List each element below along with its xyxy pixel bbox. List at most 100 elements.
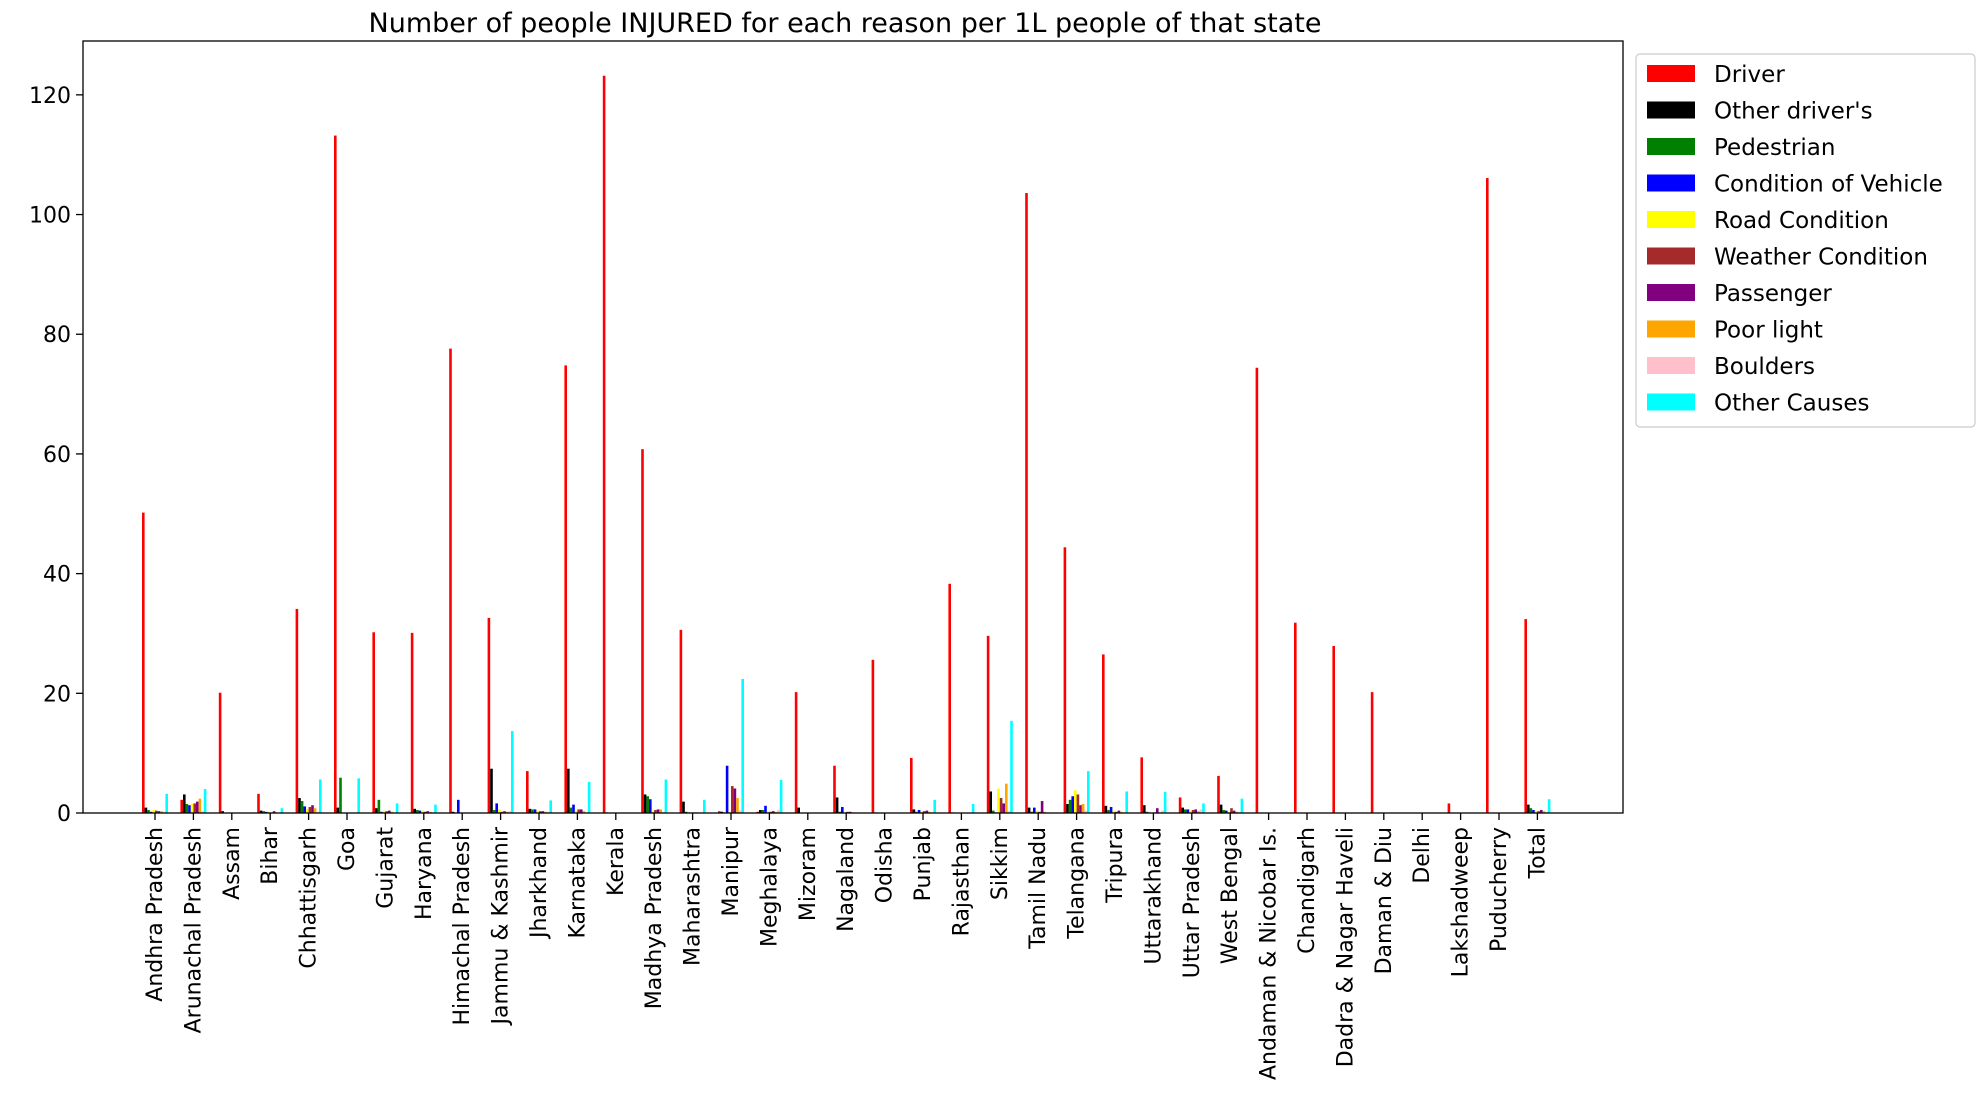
- bar: [487, 617, 491, 813]
- x-tick-label: Odisha: [873, 827, 898, 903]
- category-group: [526, 771, 552, 813]
- bar: [372, 632, 375, 813]
- y-tick-label: 40: [43, 563, 71, 588]
- legend-item: Poor light: [1647, 318, 1823, 344]
- category-group: [449, 348, 460, 813]
- bar: [779, 780, 783, 813]
- bar: [841, 807, 844, 813]
- x-tick-label: Bihar: [258, 826, 283, 885]
- category-group: [372, 632, 399, 813]
- bar: [319, 779, 322, 813]
- bar: [1143, 805, 1146, 813]
- x-tick-label: Chandigarh: [1295, 827, 1320, 954]
- y-tick-label: 20: [43, 682, 71, 707]
- bar: [1140, 757, 1143, 813]
- bar: [533, 809, 537, 813]
- bar: [733, 788, 737, 813]
- bar: [142, 512, 145, 813]
- legend-item: Driver: [1647, 62, 1785, 88]
- category-group: [487, 617, 514, 813]
- y-tick-label: 60: [43, 443, 71, 468]
- legend-item: Weather Condition: [1647, 245, 1928, 271]
- x-tick-label: West Bengal: [1218, 827, 1243, 964]
- category-group: [910, 757, 936, 813]
- bar: [992, 810, 995, 813]
- category-group: [257, 793, 284, 813]
- bar: [933, 799, 936, 813]
- category-group: [679, 629, 706, 813]
- bar: [564, 365, 567, 813]
- bar: [413, 808, 416, 813]
- category-group: [1294, 622, 1297, 813]
- bar: [377, 799, 381, 813]
- bar: [221, 811, 224, 813]
- bar: [1025, 193, 1028, 813]
- category-group: [410, 632, 437, 813]
- bar: [989, 791, 992, 813]
- bar: [997, 788, 1000, 813]
- legend-swatch: [1647, 284, 1695, 301]
- bar: [703, 799, 706, 813]
- bar: [185, 804, 189, 813]
- bar: [1007, 811, 1011, 813]
- legend-label: Boulders: [1714, 354, 1815, 380]
- bar: [1161, 810, 1164, 813]
- x-tick-label: Gujarat: [373, 827, 398, 909]
- category-group: [602, 75, 608, 813]
- legend-swatch: [1647, 393, 1695, 411]
- legend-label: Driver: [1714, 62, 1785, 88]
- category-group: [1524, 619, 1551, 813]
- x-tick-label: Dadra & Nagar Haveli: [1333, 827, 1358, 1067]
- bar: [1104, 805, 1108, 813]
- legend-label: Passenger: [1714, 281, 1832, 307]
- bar: [1219, 804, 1223, 813]
- bar: [646, 796, 649, 813]
- bar: [833, 765, 836, 813]
- bar: [1027, 807, 1031, 813]
- legend-swatch: [1647, 320, 1695, 338]
- bar: [725, 765, 729, 813]
- bar: [1232, 810, 1236, 813]
- x-tick-label: Haryana: [412, 827, 437, 920]
- bar: [388, 810, 391, 813]
- legend-swatch: [1647, 357, 1695, 374]
- bar: [421, 810, 424, 813]
- category-group: [180, 789, 207, 813]
- plot-frame: [82, 40, 1624, 814]
- bar: [741, 678, 744, 813]
- bar: [541, 811, 545, 813]
- legend: Driver Other driver's Pedestrian Condition …: [1635, 53, 1976, 428]
- category-group: [948, 583, 975, 813]
- x-tick-label: Manipur: [719, 826, 744, 916]
- bar: [999, 798, 1003, 813]
- x-tick-label: Sikkim: [988, 827, 1013, 900]
- bar: [147, 810, 150, 813]
- bar: [1040, 801, 1044, 813]
- bar: [664, 779, 668, 813]
- bar: [418, 810, 422, 813]
- bar: [503, 811, 506, 813]
- legend-swatch: [1647, 247, 1695, 265]
- x-tick-label: Nagaland: [834, 827, 859, 932]
- x-tick-label: Chhattisgarh: [297, 827, 322, 969]
- legend-label: Other driver's: [1714, 99, 1873, 125]
- x-tick-label: Assam: [220, 827, 245, 900]
- bar: [948, 583, 951, 813]
- bar: [577, 809, 580, 813]
- bar: [1002, 803, 1005, 813]
- bar: [1156, 808, 1159, 813]
- bar: [526, 771, 529, 813]
- bar: [871, 659, 875, 813]
- bar: [679, 629, 683, 813]
- bar: [198, 798, 202, 813]
- bar: [1066, 804, 1069, 813]
- bar: [1102, 654, 1105, 813]
- legend-swatch: [1647, 211, 1695, 228]
- bar: [1332, 646, 1335, 813]
- bar: [1074, 790, 1077, 813]
- bar: [1107, 810, 1110, 813]
- category-group: [1255, 367, 1259, 813]
- bar: [1542, 811, 1546, 813]
- bar: [1084, 810, 1087, 813]
- bar: [1071, 796, 1074, 813]
